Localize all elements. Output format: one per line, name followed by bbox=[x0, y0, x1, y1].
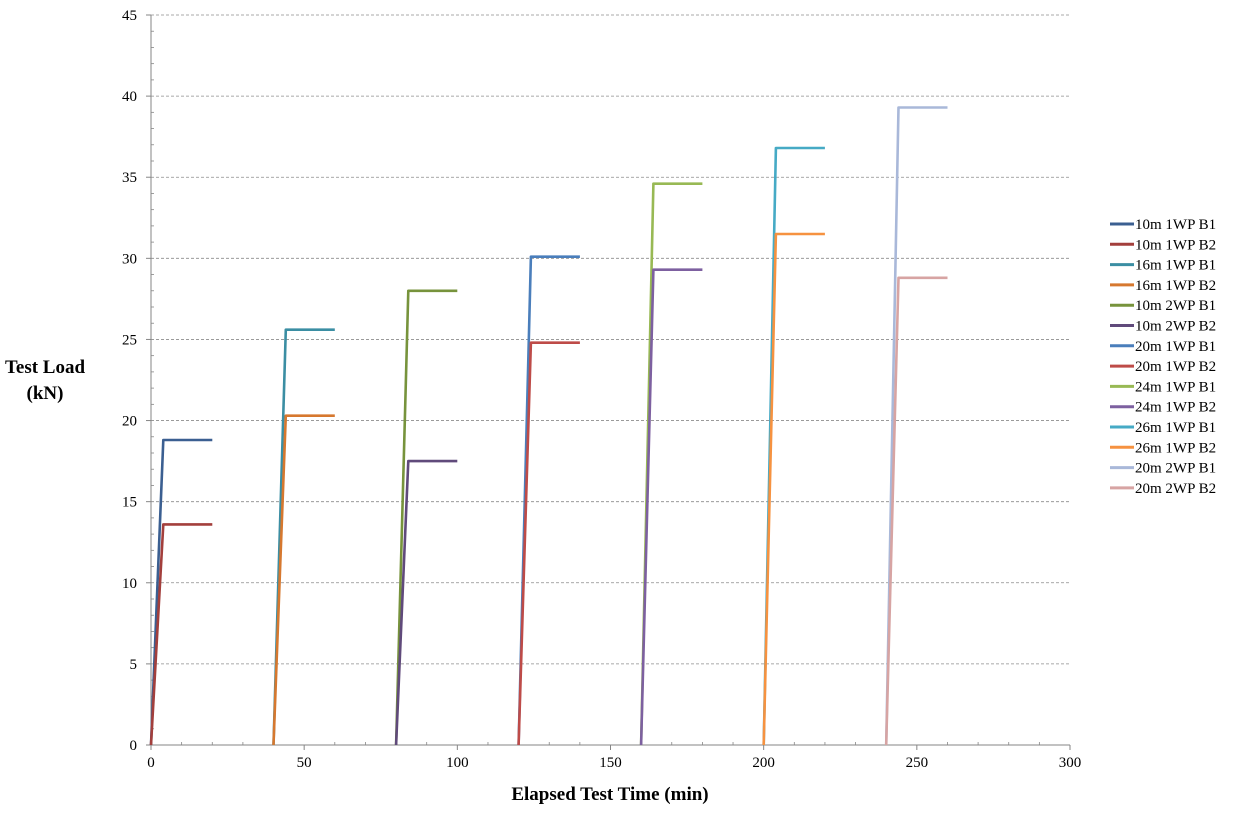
axes: 0 5 10 15 20 25 30 35 40 45 0 50 100 150 200 250 300 bbox=[122, 8, 1081, 771]
x-tick-label: 150 bbox=[599, 755, 622, 771]
legend-label-9: 24m 1WP B1 bbox=[1135, 379, 1216, 395]
legend-label-8: 20m 1WP B2 bbox=[1135, 359, 1216, 375]
x-tick-label: 100 bbox=[446, 755, 469, 771]
series-line-9 bbox=[639, 182, 703, 746]
y-tick-label: 30 bbox=[122, 251, 137, 267]
legend-label-7: 20m 1WP B1 bbox=[1135, 339, 1216, 355]
legend-label-5: 10m 2WP B1 bbox=[1135, 298, 1216, 314]
y-axis-title-line-1: Test Load bbox=[5, 357, 86, 378]
gridlines bbox=[151, 14, 1070, 665]
legend-label-13: 20m 2WP B1 bbox=[1135, 461, 1216, 477]
series-line-10 bbox=[639, 268, 703, 746]
series-line-3 bbox=[272, 328, 335, 746]
y-tick-label: 10 bbox=[122, 576, 137, 592]
x-tick-label: 300 bbox=[1059, 755, 1082, 771]
legend-label-1: 10m 1WP B1 bbox=[1135, 217, 1216, 233]
x-tick-label: 250 bbox=[906, 755, 929, 771]
y-tick-label: 5 bbox=[130, 657, 138, 673]
x-tick-label: 200 bbox=[752, 755, 775, 771]
series-line-14 bbox=[884, 276, 948, 746]
y-axis-title-line-2: (kN) bbox=[27, 383, 64, 404]
series-line-5 bbox=[394, 289, 458, 746]
series-line-2 bbox=[149, 523, 213, 746]
y-tick-label: 20 bbox=[122, 414, 137, 430]
series-line-12 bbox=[762, 232, 825, 746]
series-line-11 bbox=[762, 146, 825, 746]
legend-label-11: 26m 1WP B1 bbox=[1135, 420, 1216, 436]
series-line-7 bbox=[517, 255, 580, 746]
series-line-1 bbox=[149, 438, 213, 746]
legend-label-4: 16m 1WP B2 bbox=[1135, 278, 1216, 294]
legend-label-12: 26m 1WP B2 bbox=[1135, 440, 1216, 456]
legend-label-14: 20m 2WP B2 bbox=[1135, 481, 1216, 497]
y-tick-label: 0 bbox=[130, 738, 138, 754]
y-tick-label: 25 bbox=[122, 332, 137, 348]
y-tick-label: 45 bbox=[122, 8, 137, 24]
legend: 10m 1WP B1 10m 1WP B2 16m 1WP B1 16m 1WP B2… bbox=[1110, 217, 1216, 497]
legend-label-10: 24m 1WP B2 bbox=[1135, 400, 1216, 416]
y-tick-label: 35 bbox=[122, 170, 137, 186]
series-line-13 bbox=[884, 106, 948, 746]
data-series bbox=[149, 106, 948, 746]
y-tick-label: 15 bbox=[122, 495, 137, 511]
x-tick-label: 0 bbox=[147, 755, 155, 771]
x-axis-title: Elapsed Test Time (min) bbox=[511, 784, 708, 805]
x-tick-label: 50 bbox=[297, 755, 312, 771]
legend-label-2: 10m 1WP B2 bbox=[1135, 237, 1216, 253]
series-line-6 bbox=[394, 459, 458, 746]
legend-label-3: 16m 1WP B1 bbox=[1135, 258, 1216, 274]
legend-label-6: 10m 2WP B2 bbox=[1135, 319, 1216, 335]
series-line-8 bbox=[517, 341, 580, 746]
y-tick-label: 40 bbox=[122, 89, 137, 105]
series-line-4 bbox=[272, 414, 335, 746]
